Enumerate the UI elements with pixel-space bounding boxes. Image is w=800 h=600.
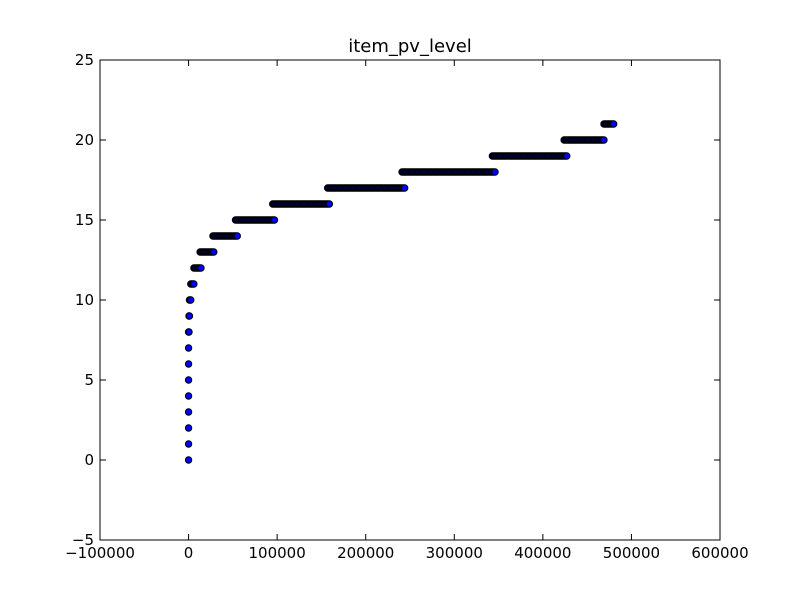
data-point xyxy=(184,408,193,416)
y-tick-label: −5 xyxy=(72,531,94,549)
plot-frame xyxy=(99,59,721,541)
y-tick-label: 5 xyxy=(84,371,94,389)
data-point xyxy=(610,120,618,128)
data-point xyxy=(185,328,193,336)
y-tick-label: 20 xyxy=(75,131,94,149)
y-tick-label: 0 xyxy=(84,451,94,469)
data-point xyxy=(184,440,193,448)
y-tick-label: 25 xyxy=(75,51,94,69)
data-point xyxy=(184,392,193,400)
data-point xyxy=(233,232,241,240)
x-tick-label: 600000 xyxy=(691,544,748,562)
data-markers xyxy=(184,120,618,464)
data-point xyxy=(563,152,571,160)
y-tick-label: 10 xyxy=(75,291,94,309)
x-tick-labels: −100000 0 100000 200000 300000 400000 500000 60… xyxy=(65,544,749,562)
chart-title: item_pv_level xyxy=(348,36,472,57)
data-point xyxy=(184,344,193,352)
data-point xyxy=(600,136,608,144)
x-tick-label: 0 xyxy=(184,544,194,562)
data-point xyxy=(187,296,195,304)
x-tick-label: 400000 xyxy=(514,544,571,562)
data-point xyxy=(210,248,218,256)
data-point xyxy=(184,424,193,432)
data-point xyxy=(325,200,334,208)
x-tick-label: −100000 xyxy=(65,544,135,562)
data-point xyxy=(184,360,193,368)
x-tick-label: 200000 xyxy=(337,544,394,562)
y-tick-labels: −5 0 5 10 15 20 25 xyxy=(72,51,94,549)
data-point xyxy=(184,456,193,464)
data-point xyxy=(491,168,499,176)
data-point xyxy=(400,184,409,192)
x-tick-label: 300000 xyxy=(426,544,483,562)
y-tick-label: 15 xyxy=(75,211,94,229)
data-point xyxy=(270,216,279,224)
data-point xyxy=(190,280,198,288)
x-tick-label: 100000 xyxy=(249,544,306,562)
data-point xyxy=(197,264,205,272)
x-tick-label: 500000 xyxy=(603,544,660,562)
data-point xyxy=(185,312,194,320)
data-point xyxy=(184,376,193,384)
